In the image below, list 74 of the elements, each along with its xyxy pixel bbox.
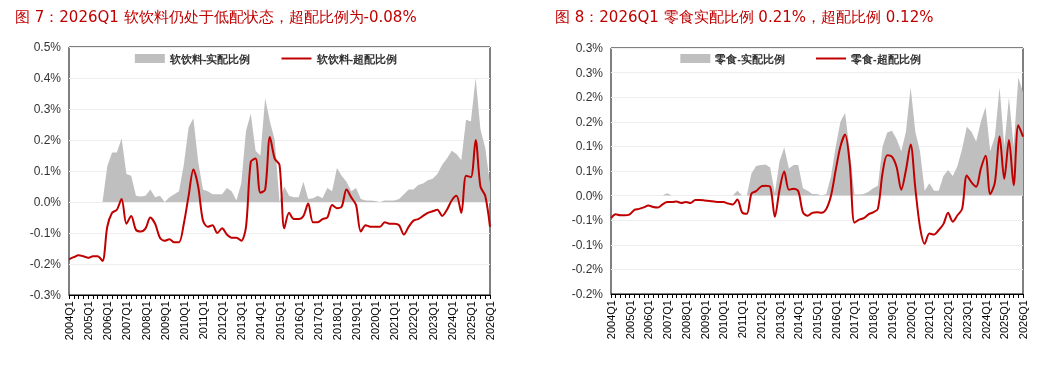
x-tick-label: 2021Q1 xyxy=(923,300,936,340)
chart-title: 图 8：2026Q1 零食实配比例 0.21%，超配比例 0.12% xyxy=(555,7,934,26)
x-tick-label: 2024Q1 xyxy=(445,301,458,341)
x-tick-label: 2004Q1 xyxy=(63,301,75,341)
y-tick-label: 0.0% xyxy=(575,188,604,203)
x-tick-label: 2010Q1 xyxy=(717,300,730,340)
x-tick-label: 2023Q1 xyxy=(426,301,439,341)
x-tick-label: 2013Q1 xyxy=(235,301,248,341)
y-tick-label: -0.2% xyxy=(571,287,604,301)
x-tick-label: 2015Q1 xyxy=(273,301,286,341)
x-tick-label: 2019Q1 xyxy=(350,301,363,341)
x-tick-label: 2008Q1 xyxy=(679,300,692,340)
x-tick-label: 2014Q1 xyxy=(792,300,805,340)
x-tick-label: 2017Q1 xyxy=(848,300,861,340)
x-tick-label: 2005Q1 xyxy=(82,301,95,341)
x-tick-label: 2011Q1 xyxy=(196,301,209,340)
x-tick-label: 2012Q1 xyxy=(754,300,767,340)
x-tick-label: 2004Q1 xyxy=(605,300,617,340)
y-tick-label: -0.2% xyxy=(29,257,62,271)
x-tick-label: 2007Q1 xyxy=(661,300,674,340)
x-tick-label: 2025Q1 xyxy=(998,300,1011,340)
y-tick-label: -0.1% xyxy=(571,213,604,228)
x-tick-label: 2008Q1 xyxy=(139,301,152,341)
x-tick-label: 2016Q1 xyxy=(292,301,305,341)
x-tick-label: 2010Q1 xyxy=(177,301,190,341)
x-tick-label: 2025Q1 xyxy=(464,301,477,341)
line-series xyxy=(68,135,491,262)
line-series xyxy=(610,124,1024,245)
x-tick-label: 2015Q1 xyxy=(811,300,823,340)
x-tick-label: 2009Q1 xyxy=(158,301,171,341)
x-tick-label: 2021Q1 xyxy=(388,301,401,341)
x-tick-label: 2006Q1 xyxy=(642,300,655,340)
y-tick-label: 0.1% xyxy=(575,139,604,154)
x-tick-label: 2020Q1 xyxy=(369,301,382,341)
x-tick-label: 2014Q1 xyxy=(254,301,267,341)
x-tick-label: 2011Q1 xyxy=(736,300,749,339)
x-tick-label: 2022Q1 xyxy=(942,300,955,340)
x-tick-label: 2022Q1 xyxy=(407,301,420,341)
x-tick-label: 2013Q1 xyxy=(773,300,786,340)
y-tick-label: 0.1% xyxy=(575,164,604,178)
x-tick-label: 2012Q1 xyxy=(216,301,229,341)
y-tick-label: 0.3% xyxy=(575,65,604,80)
x-tick-label: 2006Q1 xyxy=(101,301,114,341)
y-tick-label: -0.1% xyxy=(571,237,604,252)
y-tick-label: 0.3% xyxy=(575,41,604,55)
x-tick-label: 2017Q1 xyxy=(311,301,324,341)
x-tick-label: 2009Q1 xyxy=(698,300,711,340)
legend-label: 零食-超配比例 xyxy=(850,52,921,65)
y-tick-label: -0.2% xyxy=(571,262,604,277)
x-tick-label: 2016Q1 xyxy=(829,300,842,340)
x-tick-label: 2026Q1 xyxy=(1017,300,1029,340)
x-tick-label: 2018Q1 xyxy=(330,301,343,341)
legend-label: 零食-实配比例 xyxy=(714,52,786,65)
legend-label: 软饮料-实配比例 xyxy=(168,52,251,66)
y-tick-label: 0.2% xyxy=(575,90,604,105)
x-tick-label: 2026Q1 xyxy=(484,301,496,341)
x-tick-label: 2020Q1 xyxy=(904,300,917,340)
y-tick-label: -0.1% xyxy=(29,226,62,240)
y-tick-label: 0.1% xyxy=(33,164,62,178)
x-tick-label: 2005Q1 xyxy=(623,300,636,340)
y-tick-label: 0.4% xyxy=(33,71,62,85)
x-tick-label: 2024Q1 xyxy=(979,300,992,340)
chart-title: 图 7：2026Q1 软饮料仍处于低配状态，超配比例为-0.08% xyxy=(15,7,417,26)
y-tick-label: -0.3% xyxy=(29,288,62,302)
y-tick-label: 0.5% xyxy=(33,40,62,54)
legend-label: 软饮料-超配比例 xyxy=(315,52,398,66)
x-tick-label: 2007Q1 xyxy=(120,301,133,341)
y-tick-label: 0.2% xyxy=(33,133,62,147)
y-tick-label: 0.2% xyxy=(575,114,604,129)
y-tick-label: 0.0% xyxy=(33,195,62,209)
y-tick-label: 0.3% xyxy=(33,102,62,116)
x-tick-label: 2023Q1 xyxy=(960,300,973,340)
x-tick-label: 2018Q1 xyxy=(867,300,880,340)
x-tick-label: 2019Q1 xyxy=(885,300,898,340)
